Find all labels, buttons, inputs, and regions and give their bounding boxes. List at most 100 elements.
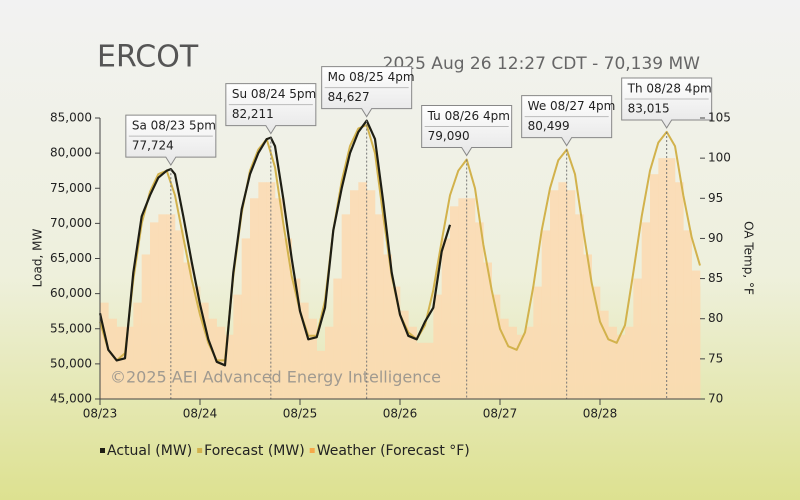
annotation-box [421, 105, 513, 157]
x-tick-label: 08/28 [583, 407, 618, 421]
weather-bar [400, 310, 409, 399]
y2-tick-label: 100 [708, 151, 731, 165]
annotation-value: 77,724 [132, 139, 174, 153]
weather-bar [458, 198, 467, 399]
watermark: ©2025 AEI Advanced Energy Intelligence [110, 368, 441, 387]
x-tick-label: 08/27 [483, 407, 518, 421]
weather-bar [158, 214, 167, 399]
annotation-box [321, 66, 413, 118]
weather-bar [341, 214, 351, 399]
chart-title: ERCOT [97, 40, 199, 75]
annotation-box [225, 83, 317, 135]
weather-bar [583, 254, 592, 399]
weather-bar [600, 310, 609, 399]
x-tick-label: 08/26 [383, 407, 418, 421]
weather-bar [483, 262, 492, 399]
y2-tick-label: 105 [708, 111, 731, 125]
y-tick-label: 45,000 [50, 392, 92, 406]
weather-bar [350, 190, 359, 399]
weather-bar [475, 222, 484, 399]
legend-swatch [100, 448, 105, 453]
weather-bar [291, 278, 301, 399]
weather-bar [558, 182, 567, 399]
y2-tick-label: 75 [708, 351, 723, 365]
y2-tick-label: 95 [708, 191, 723, 205]
weather-bar [141, 254, 151, 399]
weather-bar [383, 254, 392, 399]
weather-bar [200, 302, 209, 399]
annotation-box [521, 95, 613, 147]
weather-bar [191, 286, 201, 399]
weather-bar [258, 182, 267, 399]
weather-bar [358, 182, 367, 399]
annotation-label: Mo 08/25 4pm [328, 70, 415, 84]
weather-bar [425, 342, 434, 399]
weather-bar [283, 238, 292, 399]
weather-bar [233, 294, 242, 399]
annotation-label: We 08/27 4pm [528, 99, 616, 113]
weather-bar [300, 302, 309, 399]
annotation-label: Th 08/28 4pm [627, 81, 712, 95]
legend-label: Weather (Forecast °F) [317, 443, 470, 459]
weather-bar [675, 182, 684, 399]
weather-bar [308, 318, 317, 399]
weather-bar [500, 318, 509, 399]
weather-bar [591, 286, 601, 399]
weather-bar [208, 318, 217, 399]
weather-bar [325, 326, 334, 399]
weather-bar [183, 262, 192, 399]
weather-bar [491, 294, 501, 399]
legend-swatch [197, 448, 203, 453]
weather-bar [533, 286, 542, 399]
weather-bar [433, 294, 442, 399]
weather-bar [541, 230, 551, 399]
weather-bar [508, 326, 517, 399]
annotation-label: Sa 08/23 5pm [132, 119, 216, 133]
y-tick-label: 70,000 [50, 216, 92, 230]
y2-axis-label: OA Temp, °F [742, 221, 756, 295]
weather-bar [125, 326, 134, 399]
weather-bar [100, 302, 109, 399]
legend-label: Actual (MW) [107, 443, 192, 459]
annotation-box [621, 77, 713, 129]
weather-bar [516, 334, 526, 399]
weather-bar [375, 214, 384, 399]
weather-bar [525, 326, 534, 399]
weather-bar [391, 286, 401, 399]
annotation-label: Tu 08/26 4pm [427, 109, 510, 123]
annotation-value: 80,499 [528, 119, 570, 133]
legend-label: Forecast (MW) [204, 443, 305, 459]
y-tick-label: 80,000 [50, 146, 92, 160]
weather-bar [658, 158, 667, 399]
x-tick-label: 08/24 [183, 407, 218, 421]
weather-bar [575, 214, 584, 399]
weather-bar [683, 230, 692, 399]
y2-tick-label: 85 [708, 271, 723, 285]
weather-bar [316, 350, 326, 399]
weather-bar [333, 278, 342, 399]
annotation-box [125, 114, 217, 167]
y-tick-label: 60,000 [50, 286, 92, 300]
annotation-value: 84,627 [328, 90, 370, 104]
weather-bar [625, 326, 634, 399]
annotation-value: 83,015 [628, 101, 670, 115]
y-tick-label: 50,000 [50, 356, 92, 370]
y2-tick-label: 70 [708, 392, 723, 406]
y2-tick-label: 80 [708, 311, 723, 325]
legend-swatch [309, 448, 315, 453]
weather-bar [608, 326, 617, 399]
annotation-label: Su 08/24 5pm [232, 87, 316, 101]
weather-bar [441, 238, 451, 399]
x-tick-label: 08/23 [83, 407, 118, 421]
weather-bar [108, 318, 117, 399]
y-tick-label: 75,000 [50, 181, 92, 195]
weather-bar [133, 302, 142, 399]
weather-bar [225, 334, 234, 399]
weather-bar [275, 198, 284, 399]
x-tick-label: 08/25 [283, 407, 318, 421]
weather-bar [691, 270, 701, 399]
weather-bar [366, 190, 376, 399]
weather-bar [450, 206, 459, 399]
y-tick-label: 85,000 [50, 111, 92, 125]
